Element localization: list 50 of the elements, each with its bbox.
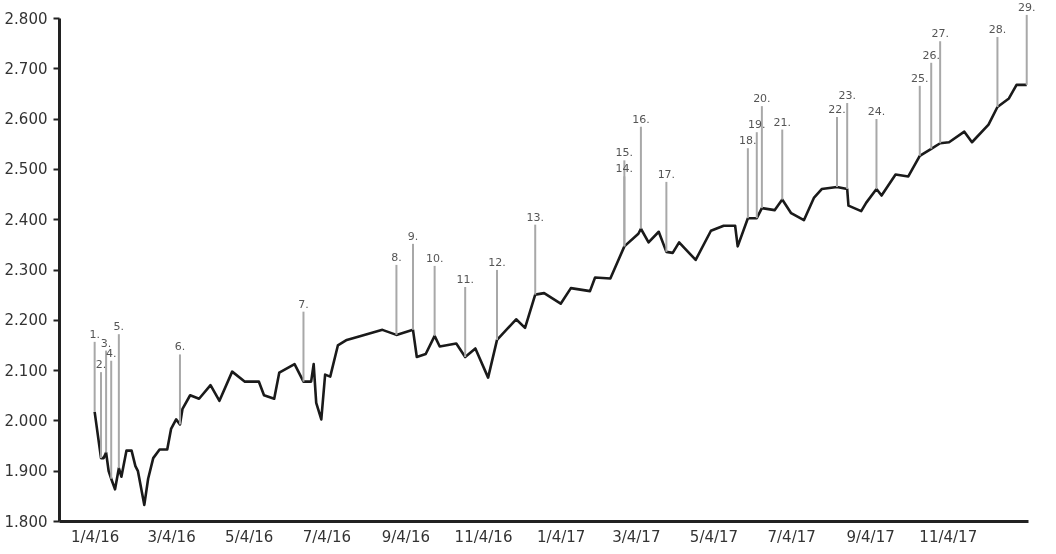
- annotation: 12.: [488, 255, 506, 269]
- annotation: 20.: [753, 92, 771, 106]
- y-tick-label: 2.600: [4, 110, 48, 129]
- annotation: 15.: [615, 146, 634, 160]
- x-tick-label: 11/4/16: [454, 527, 513, 546]
- annotation: 5.: [113, 320, 125, 334]
- y-tick-label: 2.800: [4, 9, 48, 28]
- annotation: 23.: [838, 89, 856, 103]
- annotation: 1.: [89, 327, 100, 341]
- x-tick-label: 3/4/17: [612, 527, 661, 546]
- x-tick-label: 7/4/16: [302, 527, 352, 546]
- annotation: 17.: [657, 167, 676, 181]
- annotation: 21.: [773, 115, 791, 129]
- x-tick-label: 5/4/16: [225, 527, 274, 546]
- annotation: 18.: [739, 134, 757, 148]
- y-tick-label: 1.900: [4, 462, 48, 481]
- annotation: 14.: [615, 162, 634, 176]
- annotation: 19.: [748, 118, 766, 132]
- annotation: 10.: [425, 251, 444, 265]
- y-tick-label: 2.100: [4, 361, 48, 380]
- annotation: 22.: [828, 103, 846, 117]
- x-tick-label: 3/4/16: [147, 527, 196, 546]
- y-tick-label: 2.300: [4, 261, 48, 279]
- x-tick-label: 1/4/16: [71, 527, 120, 546]
- y-tick-label: 2.700: [4, 59, 48, 78]
- annotation: 24.: [867, 105, 886, 119]
- y-tick-label: 2.500: [4, 160, 48, 179]
- y-tick-label: 2.200: [4, 311, 48, 330]
- annotation: 2.: [95, 358, 107, 372]
- x-tick-label: 9/4/16: [381, 527, 430, 546]
- y-tick-label: 2.400: [4, 210, 48, 229]
- annotation: 26.: [922, 48, 940, 62]
- x-tick-label: 5/4/17: [689, 527, 739, 546]
- y-tick-label: 2.000: [4, 411, 48, 430]
- annotation: 8.: [391, 250, 402, 264]
- x-tick-label: 11/4/17: [919, 527, 978, 546]
- x-tick-label: 9/4/17: [846, 527, 895, 546]
- annotation: 28.: [988, 23, 1007, 37]
- annotation: 16.: [632, 112, 650, 126]
- annotation: 25.: [911, 71, 929, 85]
- x-tick-label: 7/4/17: [767, 527, 816, 546]
- annotation: 29.: [1017, 0, 1036, 14]
- annotation: 9.: [407, 229, 419, 243]
- annotation: 13.: [526, 210, 544, 224]
- annotation: 11.: [456, 273, 474, 287]
- annotation: 27.: [931, 27, 949, 41]
- x-tick-label: 1/4/17: [537, 527, 586, 546]
- annotation: 6.: [174, 340, 186, 354]
- annotation: 7.: [298, 297, 309, 311]
- y-tick-label: 1.800: [4, 512, 48, 531]
